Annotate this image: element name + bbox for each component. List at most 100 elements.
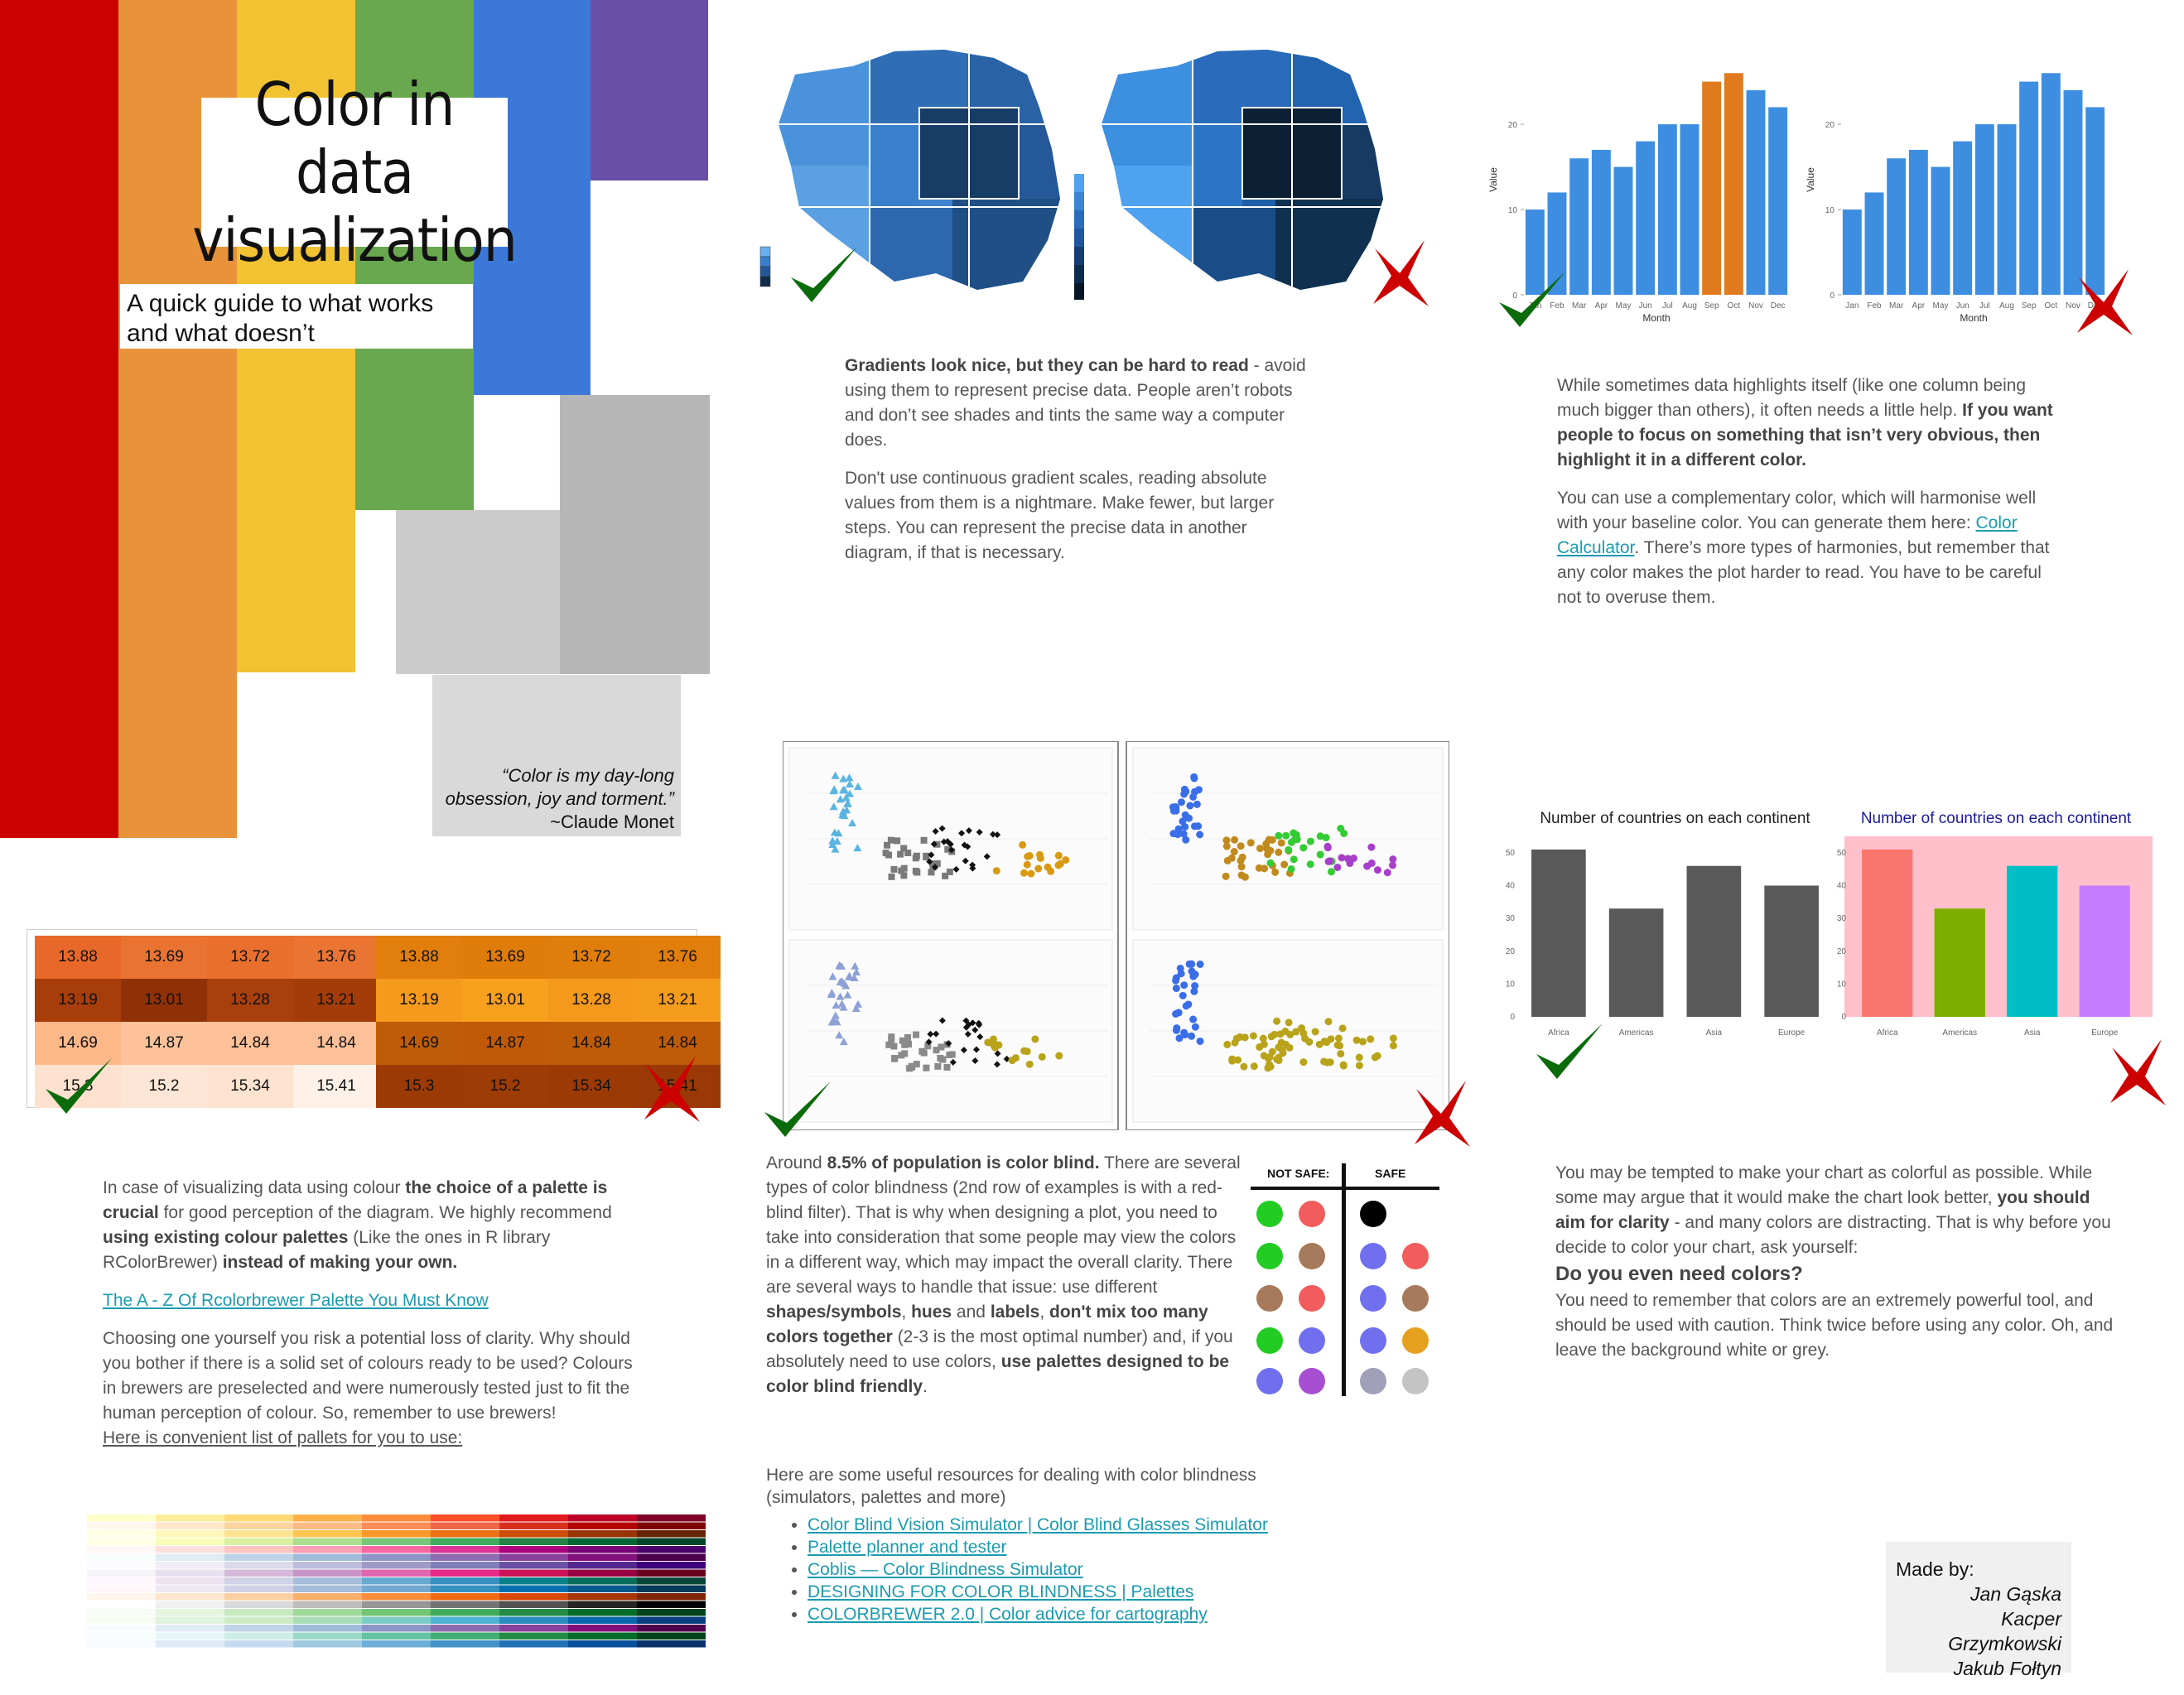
circle-point <box>1231 1038 1239 1047</box>
palette-swatch <box>568 1546 637 1553</box>
resource-link-5[interactable]: COLORBREWER 2.0 | Color advice for carto… <box>808 1605 1208 1624</box>
x-tick-label: Aug <box>1682 301 1697 311</box>
diamond-point <box>976 828 983 835</box>
palette-swatch <box>87 1569 156 1577</box>
palette-swatch <box>362 1546 431 1553</box>
resource-link-4[interactable]: DESIGNING FOR COLOR BLINDNESS | Palettes <box>808 1582 1194 1601</box>
palette-swatch <box>637 1601 706 1608</box>
resource-link-2[interactable]: Palette planner and tester <box>808 1538 1007 1557</box>
quote-author: ~Claude Monet <box>550 811 674 832</box>
palette-swatch <box>224 1616 293 1624</box>
x-tick-label: Jun <box>1956 301 1969 311</box>
circle-point <box>1196 831 1204 839</box>
palette-swatch <box>362 1538 431 1545</box>
diamond-point <box>961 841 968 849</box>
bar <box>2041 73 2061 295</box>
palette-swatch <box>293 1640 362 1648</box>
check-icon <box>764 1081 831 1137</box>
diamond-point <box>928 851 935 859</box>
palette-swatch <box>637 1522 706 1529</box>
palette-swatch <box>362 1632 431 1640</box>
page-title: Color in data visualization <box>192 70 518 275</box>
palette-swatch <box>293 1546 362 1553</box>
square-point <box>933 840 941 848</box>
circle-point <box>1371 1053 1379 1062</box>
triangle-point <box>836 992 845 1000</box>
bar <box>1768 107 1788 295</box>
palette-swatch <box>499 1546 568 1553</box>
square-point <box>923 854 930 861</box>
palette-swatch <box>362 1585 431 1592</box>
triangle-point <box>841 793 851 802</box>
circle-point <box>1316 850 1324 859</box>
square-point <box>928 869 935 876</box>
palette-swatch <box>156 1632 224 1640</box>
swatch-dot <box>1256 1327 1283 1354</box>
circle-point <box>1281 1040 1290 1048</box>
palette-swatch <box>637 1640 706 1648</box>
triangle-point <box>836 978 845 986</box>
cb-k: (2-3 is the most optimal number) and, if… <box>766 1327 1233 1371</box>
circle-point <box>1250 1062 1258 1071</box>
made-by-box: Made by: Jan Gąska Kacper Grzymkowski Ja… <box>1886 1542 2071 1679</box>
palette-swatch <box>431 1569 499 1577</box>
circle-point <box>1266 1062 1275 1071</box>
palette-swatch <box>293 1522 362 1529</box>
cross-icon <box>644 1056 700 1122</box>
circle-point <box>1273 1017 1281 1025</box>
cb-i: , <box>1039 1303 1050 1322</box>
palette-swatch <box>431 1553 499 1561</box>
circle-point <box>1237 863 1246 871</box>
palette-swatch <box>87 1577 156 1585</box>
palette-swatch <box>499 1553 568 1561</box>
palette-swatch <box>293 1601 362 1608</box>
circle-point <box>1355 1053 1363 1062</box>
rcolorbrewer-link[interactable]: The A - Z Of Rcolorbrewer Palette You Mu… <box>103 1291 489 1310</box>
circle-point <box>1177 970 1185 978</box>
palette-text: In case of visualizing data using colour… <box>103 1176 633 1464</box>
bar <box>1864 192 1884 295</box>
palette-swatch <box>637 1546 706 1553</box>
square-point <box>899 1037 906 1044</box>
palette-p1c: for good perception of the diagram. We h… <box>158 1203 612 1222</box>
circle-point <box>1339 1062 1348 1070</box>
circle-point <box>1055 1052 1063 1060</box>
circle-point <box>1238 853 1246 861</box>
heatmap-cell: 13.21 <box>634 979 721 1022</box>
resource-link-1[interactable]: Color Blind Vision Simulator | Color Bli… <box>808 1515 1268 1534</box>
palette-swatch <box>156 1546 224 1553</box>
circle-point <box>1311 1028 1319 1036</box>
palette-swatch <box>568 1585 637 1592</box>
resource-link-3[interactable]: Coblis — Color Blindness Simulator <box>808 1560 1083 1579</box>
heatmap-row: 13.19 13.01 13.28 13.21 <box>376 979 721 1022</box>
triangle-point <box>839 774 848 782</box>
circle-point <box>1228 1057 1237 1065</box>
heatmap-cell: 14.84 <box>634 1022 721 1065</box>
palette-swatch <box>499 1632 568 1640</box>
palette-swatch <box>431 1546 499 1553</box>
circle-point <box>1389 1042 1397 1050</box>
heatmap-cell: 13.76 <box>293 936 379 979</box>
square-point <box>888 1033 895 1041</box>
palette-swatch <box>431 1640 499 1648</box>
circle-point <box>1287 864 1295 873</box>
x-tick-label: Feb <box>1550 301 1564 311</box>
palette-swatch <box>568 1609 637 1616</box>
circle-point <box>1246 839 1255 847</box>
color-calculator-link[interactable]: Color Calculator <box>1557 513 2018 557</box>
heatmap-cell: 14.84 <box>548 1022 634 1065</box>
palette-swatch <box>568 1616 637 1624</box>
bar <box>1531 849 1586 1017</box>
x-axis-label: Month <box>1642 312 1670 324</box>
square-point <box>920 836 928 844</box>
heatmap-cell: 14.87 <box>121 1022 207 1065</box>
swatch-dot <box>1299 1243 1325 1269</box>
circle-point <box>1231 835 1239 844</box>
circle-point <box>1172 974 1180 982</box>
palette-swatch <box>156 1577 224 1585</box>
bar <box>1686 865 1742 1017</box>
square-point <box>913 1031 920 1038</box>
circle-point <box>1194 786 1203 794</box>
circle-point <box>1266 846 1275 855</box>
circle-point <box>1326 1058 1334 1067</box>
